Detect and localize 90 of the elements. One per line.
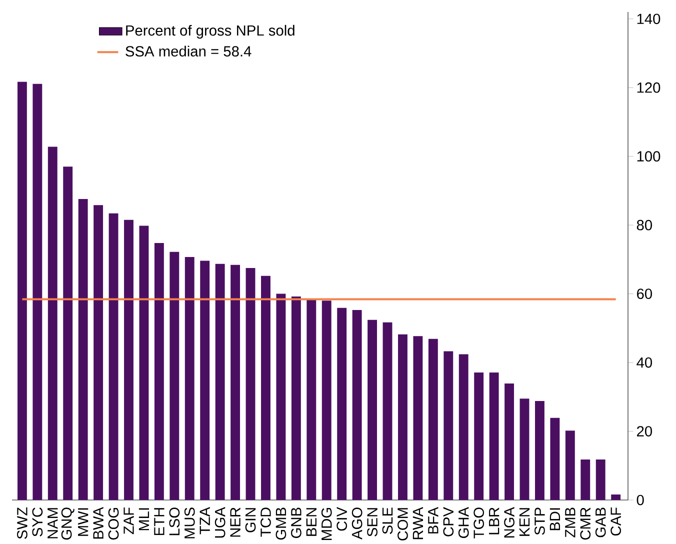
- bar: [322, 300, 332, 500]
- bar: [78, 198, 88, 500]
- x-tick-label: SWZ: [17, 507, 28, 539]
- bar: [230, 264, 240, 500]
- bar: [596, 459, 606, 500]
- x-tick-label: BFA: [428, 506, 438, 534]
- legend-label: Percent of gross NPL sold: [126, 24, 294, 39]
- x-tick-label: SEN: [367, 508, 378, 536]
- x-tick-label: BEN: [306, 508, 316, 536]
- x-tick-label: BWA: [93, 506, 104, 539]
- x-tick-label: GNB: [291, 508, 302, 538]
- bar: [398, 334, 408, 500]
- x-tick-label: MDG: [321, 508, 332, 540]
- bar: [580, 459, 590, 500]
- x-tick-label: GNQ: [61, 508, 74, 540]
- bar: [535, 401, 544, 500]
- bar: [458, 354, 468, 500]
- x-tick-label: ETH: [154, 508, 164, 536]
- legend-label: SSA median = 58.4: [126, 46, 252, 57]
- bar: [215, 264, 225, 500]
- x-tick-label: MLI: [138, 508, 150, 530]
- bar: [261, 276, 270, 500]
- x-tick-label: SLE: [382, 508, 393, 534]
- bar: [428, 338, 438, 500]
- bar: [306, 300, 316, 500]
- x-tick-label: CMR: [580, 508, 591, 540]
- bar: [276, 294, 286, 500]
- x-tick-label: COM: [398, 508, 408, 540]
- bar: [489, 372, 499, 500]
- x-tick-label: GIN: [245, 508, 256, 532]
- bar: [611, 494, 621, 500]
- bar: [550, 418, 560, 500]
- bar: [170, 252, 180, 500]
- x-tick-label: ZMB: [565, 508, 576, 538]
- x-tick-label: NER: [230, 508, 240, 537]
- bar: [108, 213, 118, 500]
- x-tick-label: NAM: [48, 508, 58, 538]
- bar: [474, 372, 484, 500]
- bar: [352, 310, 362, 500]
- x-tick-label: CIV: [336, 507, 348, 531]
- x-tick-label: LSO: [169, 508, 180, 536]
- bar: [413, 336, 423, 500]
- bar: [504, 383, 514, 500]
- bar: [382, 322, 392, 500]
- bar: [565, 430, 575, 500]
- x-tick-label: BDI: [550, 508, 560, 530]
- bar: [368, 320, 378, 500]
- x-tick-label: NGA: [504, 506, 514, 538]
- x-tick-label: UGA: [214, 506, 226, 538]
- bar: [184, 257, 194, 500]
- bar: [444, 351, 454, 500]
- x-tick-label: GMB: [276, 508, 286, 540]
- bar: [520, 398, 530, 500]
- y-tick-label: 0: [636, 494, 644, 506]
- bar: [32, 84, 42, 500]
- x-tick-label: RWA: [412, 506, 423, 540]
- y-tick-label: 40: [636, 357, 652, 368]
- bar: [94, 205, 104, 500]
- y-tick-label: 60: [637, 288, 652, 299]
- bar: [63, 166, 73, 500]
- x-tick-label: COG: [108, 508, 119, 540]
- y-tick-label: 20: [637, 426, 652, 436]
- x-tick-label: GAB: [595, 508, 606, 538]
- bar: [139, 226, 149, 500]
- bar: [154, 242, 164, 500]
- y-tick-label: 140: [637, 14, 660, 24]
- x-tick-label: TGO: [474, 508, 484, 538]
- x-tick-label: CAF: [610, 508, 622, 536]
- bar: [291, 296, 301, 500]
- x-tick-label: AGO: [352, 508, 362, 540]
- x-tick-label: MUS: [184, 508, 195, 538]
- bar: [17, 82, 27, 500]
- x-tick-label: LBR: [489, 508, 500, 534]
- bar: [200, 260, 210, 500]
- bar: [124, 220, 134, 500]
- x-tick-label: CPV: [443, 507, 454, 536]
- x-tick-label: GHA: [458, 506, 469, 538]
- x-tick-label: STP: [534, 508, 545, 535]
- y-tick-label: 80: [636, 220, 652, 230]
- bar: [48, 146, 58, 500]
- x-tick-label: MWI: [78, 508, 88, 536]
- x-tick-label: SYC: [32, 507, 43, 536]
- y-tick-label: 100: [637, 151, 660, 162]
- bar: [246, 268, 256, 500]
- x-tick-label: TZA: [200, 506, 210, 534]
- x-tick-label: TCD: [260, 508, 271, 537]
- bar: [337, 308, 347, 500]
- x-tick-label: KEN: [519, 508, 530, 536]
- y-tick-label: 120: [637, 82, 660, 93]
- x-tick-label: ZAF: [124, 508, 134, 534]
